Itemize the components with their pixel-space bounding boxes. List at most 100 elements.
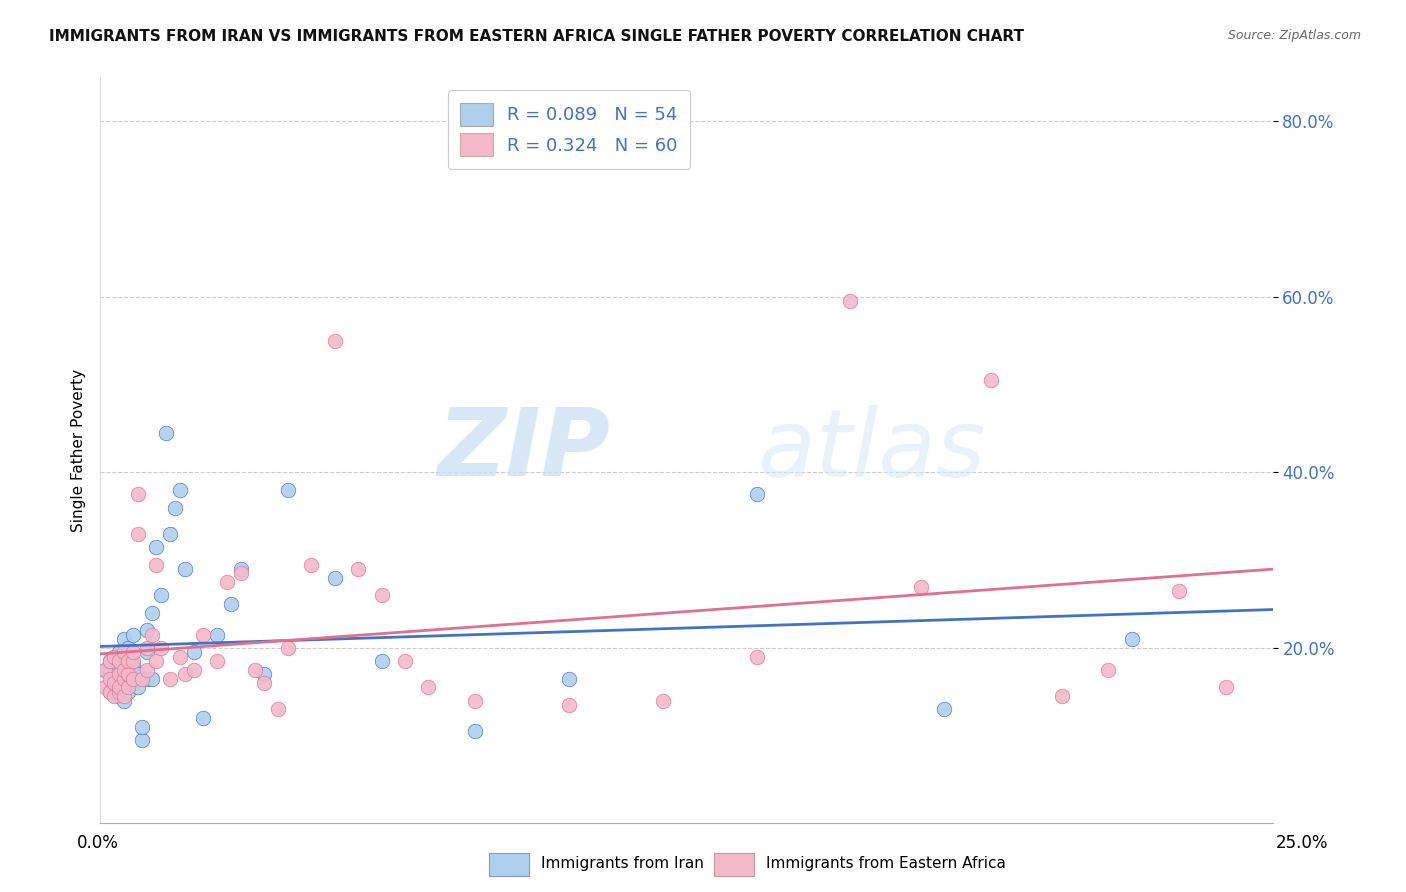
Point (207, 654, 229, 668)
Point (215, 575, 238, 590)
Point (94, 681, 117, 695)
Point (131, 733, 153, 747)
Point (980, 373, 1002, 387)
Point (173, 562, 195, 576)
Point (98, 685, 121, 699)
Point (98, 672, 121, 686)
Point (207, 628, 229, 642)
Point (103, 690, 125, 704)
Text: 25.0%: 25.0% (1277, 834, 1329, 852)
Point (103, 681, 125, 695)
Point (136, 640, 159, 655)
Point (98, 667, 121, 681)
Point (117, 640, 139, 655)
Point (145, 540, 167, 554)
Point (108, 667, 131, 681)
Point (745, 649, 768, 664)
Point (558, 698, 581, 712)
Point (141, 628, 163, 642)
Point (94, 663, 117, 677)
Point (112, 632, 135, 647)
Point (112, 681, 135, 695)
Point (122, 672, 145, 686)
Point (150, 640, 173, 655)
Point (229, 566, 252, 581)
Point (117, 667, 139, 681)
Point (103, 649, 125, 664)
Point (112, 672, 135, 686)
Point (141, 606, 163, 620)
Text: ZIP: ZIP (437, 404, 610, 497)
Point (1050, 690, 1073, 704)
Point (323, 571, 346, 585)
Point (299, 558, 322, 572)
Point (131, 672, 153, 686)
Point (112, 663, 135, 677)
Point (136, 645, 159, 659)
Point (193, 628, 215, 642)
Point (910, 580, 932, 594)
Point (98, 654, 121, 668)
Point (229, 562, 252, 576)
Point (165, 500, 187, 515)
Point (394, 654, 416, 668)
Point (103, 663, 125, 677)
Point (323, 334, 346, 348)
Point (117, 685, 139, 699)
Point (267, 702, 290, 716)
Text: IMMIGRANTS FROM IRAN VS IMMIGRANTS FROM EASTERN AFRICA SINGLE FATHER POVERTY COR: IMMIGRANTS FROM IRAN VS IMMIGRANTS FROM … (49, 29, 1024, 44)
Point (117, 681, 139, 695)
Point (103, 649, 125, 664)
Text: Immigrants from Iran: Immigrants from Iran (541, 856, 704, 871)
Point (558, 672, 581, 686)
Point (934, 702, 956, 716)
Point (112, 693, 135, 707)
Point (1121, 632, 1143, 647)
Point (108, 667, 131, 681)
Point (131, 720, 153, 734)
Point (253, 676, 276, 690)
Point (370, 588, 392, 602)
Point (136, 624, 159, 638)
Point (183, 645, 205, 659)
Point (136, 663, 159, 677)
Point (169, 649, 191, 664)
Point (193, 711, 215, 725)
Point (145, 654, 167, 668)
Point (127, 681, 149, 695)
Point (122, 658, 145, 673)
Point (347, 562, 370, 576)
Point (839, 294, 862, 309)
Text: 0.0%: 0.0% (77, 834, 120, 852)
Point (98, 685, 121, 699)
Point (1215, 681, 1237, 695)
Point (108, 676, 131, 690)
Point (122, 676, 145, 690)
Point (145, 558, 167, 572)
Point (117, 654, 139, 668)
Point (745, 487, 768, 501)
Point (108, 690, 131, 704)
Point (108, 685, 131, 699)
Point (277, 640, 299, 655)
Point (221, 597, 243, 611)
Point (117, 672, 139, 686)
Point (103, 672, 125, 686)
Point (141, 672, 163, 686)
Text: Immigrants from Eastern Africa: Immigrants from Eastern Africa (766, 856, 1007, 871)
Point (122, 645, 145, 659)
Point (464, 724, 486, 739)
Point (127, 667, 149, 681)
Point (98, 654, 121, 668)
Point (103, 676, 125, 690)
Point (122, 628, 145, 642)
Point (155, 425, 177, 440)
Point (122, 654, 145, 668)
Point (112, 690, 135, 704)
Point (127, 487, 149, 501)
Point (108, 681, 131, 695)
Point (108, 645, 131, 659)
Point (243, 663, 266, 677)
Point (183, 663, 205, 677)
Y-axis label: Single Father Poverty: Single Father Poverty (72, 369, 86, 532)
